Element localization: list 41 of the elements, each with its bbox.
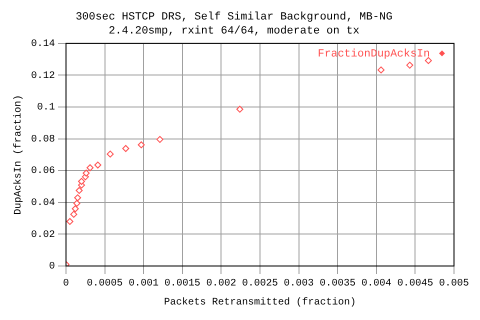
x-tick-label: 0.003 — [284, 278, 314, 290]
point — [122, 145, 130, 152]
point — [94, 162, 102, 169]
x-tick-label: 0.002 — [206, 278, 236, 290]
point — [70, 210, 78, 218]
x-tick-label: 0.005 — [438, 278, 470, 290]
point — [73, 200, 80, 207]
x-tick-label: 0.0005 — [86, 278, 123, 290]
point — [76, 186, 83, 194]
point — [378, 66, 385, 74]
y-tick-label: 0 — [48, 262, 56, 273]
x-tick-label: 0.004 — [361, 278, 392, 290]
x-tick-label: 0.0045 — [397, 278, 434, 290]
point — [86, 164, 94, 172]
chart-subtitle: 2.4.20smp, rxint 64/64, moderate on tx — [108, 26, 360, 38]
y-tick-label: 0.08 — [30, 134, 56, 146]
point — [82, 170, 90, 177]
legend-label: FractionDupAcksIn — [318, 48, 430, 60]
point — [156, 136, 164, 143]
x-tick-label: 0.0035 — [320, 278, 356, 290]
point — [138, 141, 145, 148]
point — [74, 194, 82, 202]
y-tick-label: 0.1 — [36, 102, 56, 114]
y-axis-title: DupAcksIn (fraction) — [12, 94, 25, 215]
x-tick-label: 0.001 — [128, 278, 159, 290]
point — [78, 178, 86, 185]
point — [236, 106, 244, 113]
y-tick-label: 0.04 — [30, 198, 56, 210]
x-tick-label: 0.0025 — [242, 278, 278, 290]
y-tick-label: 0.06 — [30, 166, 56, 178]
x-tick-label: 0 — [62, 278, 70, 290]
y-tick-label: 0.02 — [30, 230, 56, 241]
x-axis-title: Packets Retransmitted (fraction) — [164, 296, 356, 309]
point — [66, 218, 74, 225]
y-tick-label: 0.12 — [30, 70, 56, 82]
point — [106, 150, 114, 158]
y-tick-label: 0.14 — [30, 39, 56, 50]
point — [406, 62, 414, 69]
x-tick-label: 0.0015 — [164, 278, 200, 290]
point — [72, 205, 79, 212]
chart-title: 300sec HSTCP DRS, Self Similar Background, MB-NG — [76, 12, 392, 24]
